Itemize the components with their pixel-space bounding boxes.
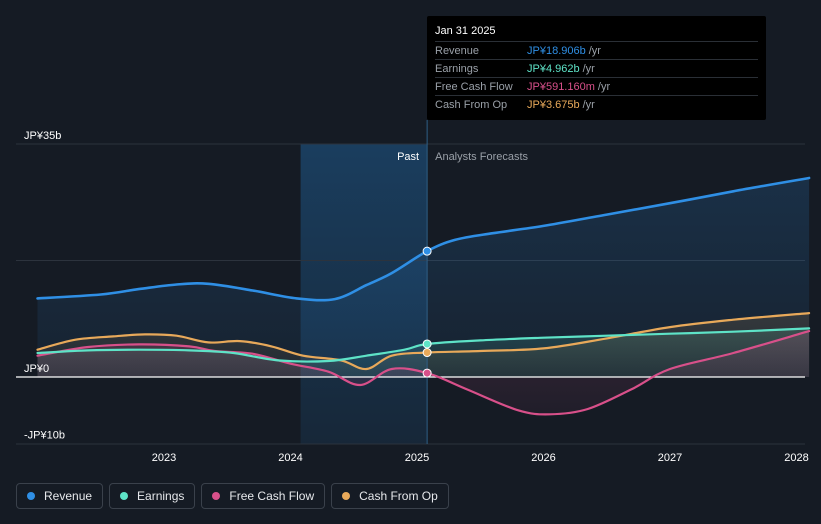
legend: Revenue Earnings Free Cash Flow Cash Fro…	[16, 483, 449, 511]
tooltip-value: JP¥18.906b	[527, 44, 586, 57]
past-label: Past	[397, 151, 419, 163]
series-line-fcf	[36, 330, 811, 416]
tooltip-unit: /yr	[582, 62, 595, 75]
tooltip-row-earnings: Earnings JP¥4.962b /yr	[435, 59, 758, 77]
legend-item-cash-from-op[interactable]: Cash From Op	[331, 483, 449, 509]
earnings-dot-icon	[120, 492, 129, 500]
tooltip-value: JP¥4.962b	[527, 62, 580, 75]
y-tick-label: JP¥35b	[24, 130, 61, 142]
tooltip-label: Cash From Op	[435, 98, 508, 111]
x-tick-label: 2026	[531, 452, 555, 464]
tooltip-row-cash-from-op: Cash From Op JP¥3.675b /yr	[435, 95, 758, 113]
marker-revenue	[422, 246, 432, 256]
tooltip-label: Revenue	[435, 44, 480, 57]
revenue-dot-icon	[27, 492, 35, 500]
marker-cfo	[422, 348, 432, 358]
tooltip-value: JP¥3.675b	[527, 98, 580, 111]
y-tick-label: -JP¥10b	[24, 430, 65, 442]
legend-item-earnings[interactable]: Earnings	[109, 483, 196, 509]
x-tick-label: 2025	[405, 452, 429, 464]
x-tick-label: 2027	[658, 452, 682, 464]
tooltip-unit: /yr	[597, 80, 611, 93]
x-tick-label: 2024	[278, 452, 302, 464]
series-line-cfo	[36, 312, 811, 371]
tooltip: Jan 31 2025 Revenue JP¥18.906b /yr Earni…	[427, 16, 766, 120]
legend-label: Free Cash Flow	[229, 489, 315, 503]
y-tick-label: JP¥0	[24, 363, 49, 375]
tooltip-row-free-cash-flow: Free Cash Flow JP¥591.160m /yr	[435, 77, 758, 95]
legend-item-revenue[interactable]: Revenue	[16, 483, 104, 509]
marker-earnings	[422, 339, 432, 349]
legend-label: Earnings	[137, 489, 185, 503]
legend-label: Cash From Op	[359, 489, 438, 503]
tooltip-unit: /yr	[588, 44, 601, 57]
legend-label: Revenue	[44, 489, 93, 503]
free-cash-flow-dot-icon	[212, 492, 221, 500]
x-tick-label: 2028	[784, 452, 808, 464]
series-line-earnings	[36, 327, 811, 363]
tooltip-value: JP¥591.160m	[527, 80, 595, 93]
tooltip-unit: /yr	[582, 98, 595, 111]
tooltip-label: Earnings	[435, 62, 479, 75]
x-tick-label: 2023	[152, 452, 176, 464]
cash-from-op-dot-icon	[342, 492, 351, 500]
forecast-label: Analysts Forecasts	[435, 151, 528, 163]
tooltip-date: Jan 31 2025	[435, 25, 496, 37]
series-line-revenue	[36, 176, 811, 302]
tooltip-row-revenue: Revenue JP¥18.906b /yr	[435, 41, 758, 59]
tooltip-label: Free Cash Flow	[435, 80, 513, 93]
legend-item-free-cash-flow[interactable]: Free Cash Flow	[201, 483, 326, 509]
marker-fcf	[422, 368, 432, 378]
series-area-revenue	[37, 178, 810, 377]
